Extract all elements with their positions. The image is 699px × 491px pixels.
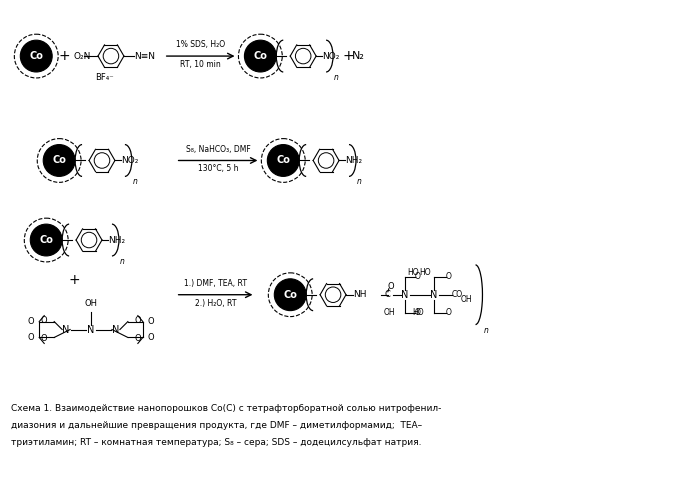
Text: N: N [62,325,70,334]
Text: OH: OH [85,299,98,308]
Text: O: O [147,317,154,326]
Text: +: + [69,273,80,287]
Text: NO₂: NO₂ [121,156,138,165]
Text: n: n [120,257,125,266]
Text: N: N [113,325,120,334]
Circle shape [43,144,75,176]
Text: NH: NH [353,290,366,299]
Text: O: O [134,334,141,343]
Text: HO: HO [419,269,431,277]
Text: Co: Co [283,290,297,300]
Text: O: O [41,334,48,343]
Text: NH₂: NH₂ [108,236,125,245]
Text: Схема 1. Взаимодействие нанопорошков Co(C) с тетрафторборатной солью нитрофенил-: Схема 1. Взаимодействие нанопорошков Co(… [11,404,442,413]
Text: 1.) DMF, TEA, RT: 1.) DMF, TEA, RT [184,279,247,288]
Text: O: O [134,316,141,325]
Text: N₂: N₂ [352,51,365,61]
Text: +: + [58,49,70,63]
Text: CO: CO [452,290,463,299]
Text: n: n [133,177,138,187]
Text: 2.) H₂O, RT: 2.) H₂O, RT [195,299,236,308]
Circle shape [30,224,62,256]
Text: N: N [401,290,408,300]
Text: n: n [334,73,339,82]
Text: Co: Co [254,51,267,61]
Text: N: N [430,290,438,300]
Text: n: n [357,177,362,187]
Circle shape [267,144,299,176]
Text: 130°C, 5 h: 130°C, 5 h [198,164,238,173]
Text: диазония и дальнейшие превращения продукта, где DMF – диметилформамид;  TEA–: диазония и дальнейшие превращения продук… [11,421,422,430]
Text: OH: OH [383,308,395,317]
Text: 1% SDS, H₂O: 1% SDS, H₂O [176,40,225,49]
Text: O: O [41,316,48,325]
Text: O₂N: O₂N [73,52,90,60]
Circle shape [20,40,52,72]
Text: O: O [415,308,421,317]
Text: RT, 10 min: RT, 10 min [180,60,221,69]
Text: HO: HO [407,269,419,277]
Text: Co: Co [52,156,66,165]
Text: O: O [28,317,34,326]
Text: O: O [415,273,421,281]
Text: NO₂: NO₂ [322,52,340,60]
Text: Co: Co [29,51,43,61]
Text: триэтиламин; RT – комнатная температура; S₈ – сера; SDS – додецилсульфат натрия.: триэтиламин; RT – комнатная температура;… [11,438,422,447]
Text: +: + [342,49,354,63]
Text: O: O [446,273,452,281]
Text: NH₂: NH₂ [345,156,362,165]
Text: N≡N: N≡N [134,52,155,60]
Text: O: O [387,282,394,291]
Circle shape [245,40,276,72]
Text: O: O [147,333,154,342]
Circle shape [274,279,306,311]
Text: N: N [87,325,95,334]
Text: O: O [28,333,34,342]
Text: C: C [385,290,391,299]
Text: HO: HO [412,308,424,317]
Text: n: n [484,326,489,334]
Text: OH: OH [461,295,473,304]
Text: S₈, NaHCO₃, DMF: S₈, NaHCO₃, DMF [186,144,250,154]
Text: O: O [446,308,452,317]
Text: Co: Co [276,156,290,165]
Text: Co: Co [39,235,53,245]
Text: BF₄⁻: BF₄⁻ [94,73,113,82]
